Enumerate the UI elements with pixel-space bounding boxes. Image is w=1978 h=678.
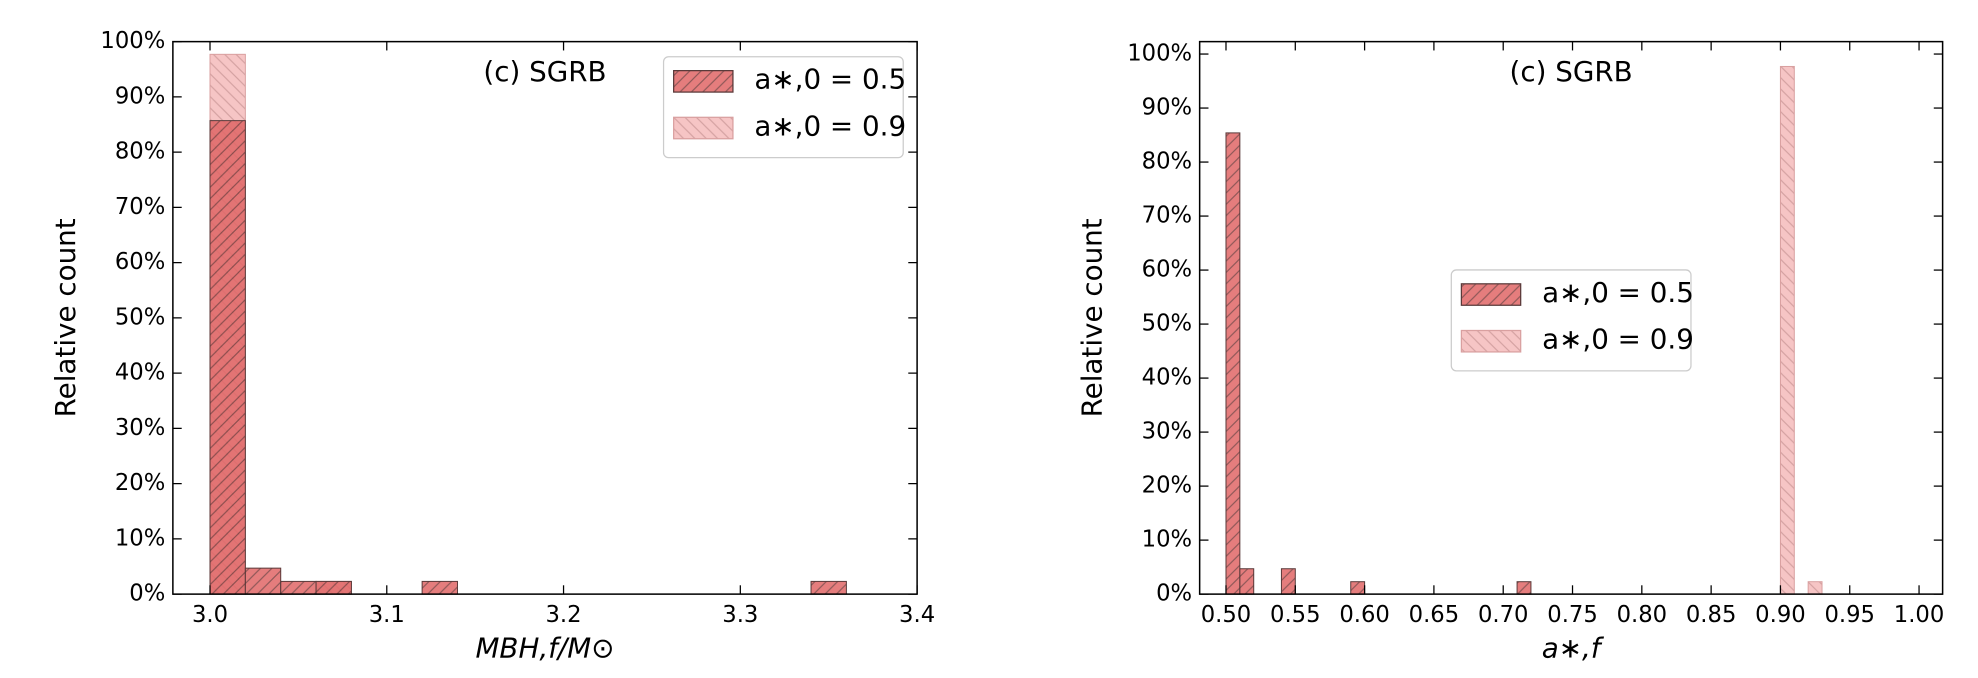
bar [280,580,317,595]
y-tick-label: 100% [100,28,165,54]
x-axis-label: MBH,f/M⊙ [475,632,614,665]
bar [1225,132,1241,595]
x-tick-label: 3.1 [369,602,405,628]
y-tick-label: 40% [1142,365,1192,391]
y-tick-label: 30% [1142,419,1192,445]
x-tick-label: 0.50 [1201,602,1252,628]
bar [1516,581,1532,595]
y-tick-label: 50% [115,304,165,330]
y-tick-label: 0% [129,581,165,607]
x-tick-label: 0.95 [1824,602,1875,628]
y-tick-label: 80% [115,139,165,165]
x-tick-label: 0.75 [1547,602,1598,628]
y-tick-label: 0% [1156,581,1192,607]
legend-label: a∗,0 = 0.9 [754,109,906,142]
x-tick-label: 0.90 [1755,602,1806,628]
y-tick-label: 30% [115,415,165,441]
y-tick-label: 60% [1142,257,1192,283]
bar [1280,568,1296,595]
bar [1807,581,1823,595]
y-axis-label: Relative count [1076,218,1109,417]
bar [315,580,352,595]
x-tick-label: 3.2 [546,602,582,628]
bar [244,567,282,595]
legend-swatch [673,70,734,93]
x-tick-label: 1.00 [1894,602,1945,628]
y-tick-label: 60% [115,249,165,275]
y-tick-label: 70% [115,194,165,220]
x-tick-label: 3.4 [899,602,935,628]
y-tick-label: 10% [115,525,165,551]
bar [421,580,458,595]
y-tick-label: 90% [1142,95,1192,121]
x-tick-label: 0.55 [1270,602,1321,628]
x-tick-label: 0.60 [1339,602,1390,628]
bar [209,120,246,595]
annotation: (c) SGRB [1510,55,1633,88]
y-tick-label: 80% [1142,149,1192,175]
bar [1779,65,1795,595]
legend-label: a∗,0 = 0.9 [1542,323,1694,356]
bar [1239,568,1255,595]
y-axis-label: Relative count [49,218,82,417]
y-tick-label: 90% [115,83,165,109]
y-tick-label: 70% [1142,203,1192,229]
plot-frame [1198,40,1944,595]
x-axis-label: a∗,f [1542,632,1605,665]
legend-label: a∗,0 = 0.5 [1542,276,1694,309]
y-tick-label: 10% [1142,527,1192,553]
x-tick-label: 0.85 [1686,602,1737,628]
x-tick-label: 3.0 [192,602,228,628]
y-tick-label: 50% [1142,311,1192,337]
bar [810,580,847,595]
legend-swatch [1460,283,1522,306]
y-tick-label: 40% [115,360,165,386]
y-tick-label: 20% [1142,473,1192,499]
x-tick-label: 3.3 [722,602,758,628]
x-tick-label: 0.80 [1617,602,1668,628]
x-tick-label: 0.70 [1478,602,1529,628]
bar [1350,581,1366,595]
y-tick-label: 100% [1127,41,1192,67]
legend-swatch [1460,329,1522,353]
x-tick-label: 0.65 [1409,602,1460,628]
annotation: (c) SGRB [483,55,606,88]
legend-label: a∗,0 = 0.5 [754,63,906,96]
legend-swatch [673,116,734,140]
y-tick-label: 20% [115,470,165,496]
